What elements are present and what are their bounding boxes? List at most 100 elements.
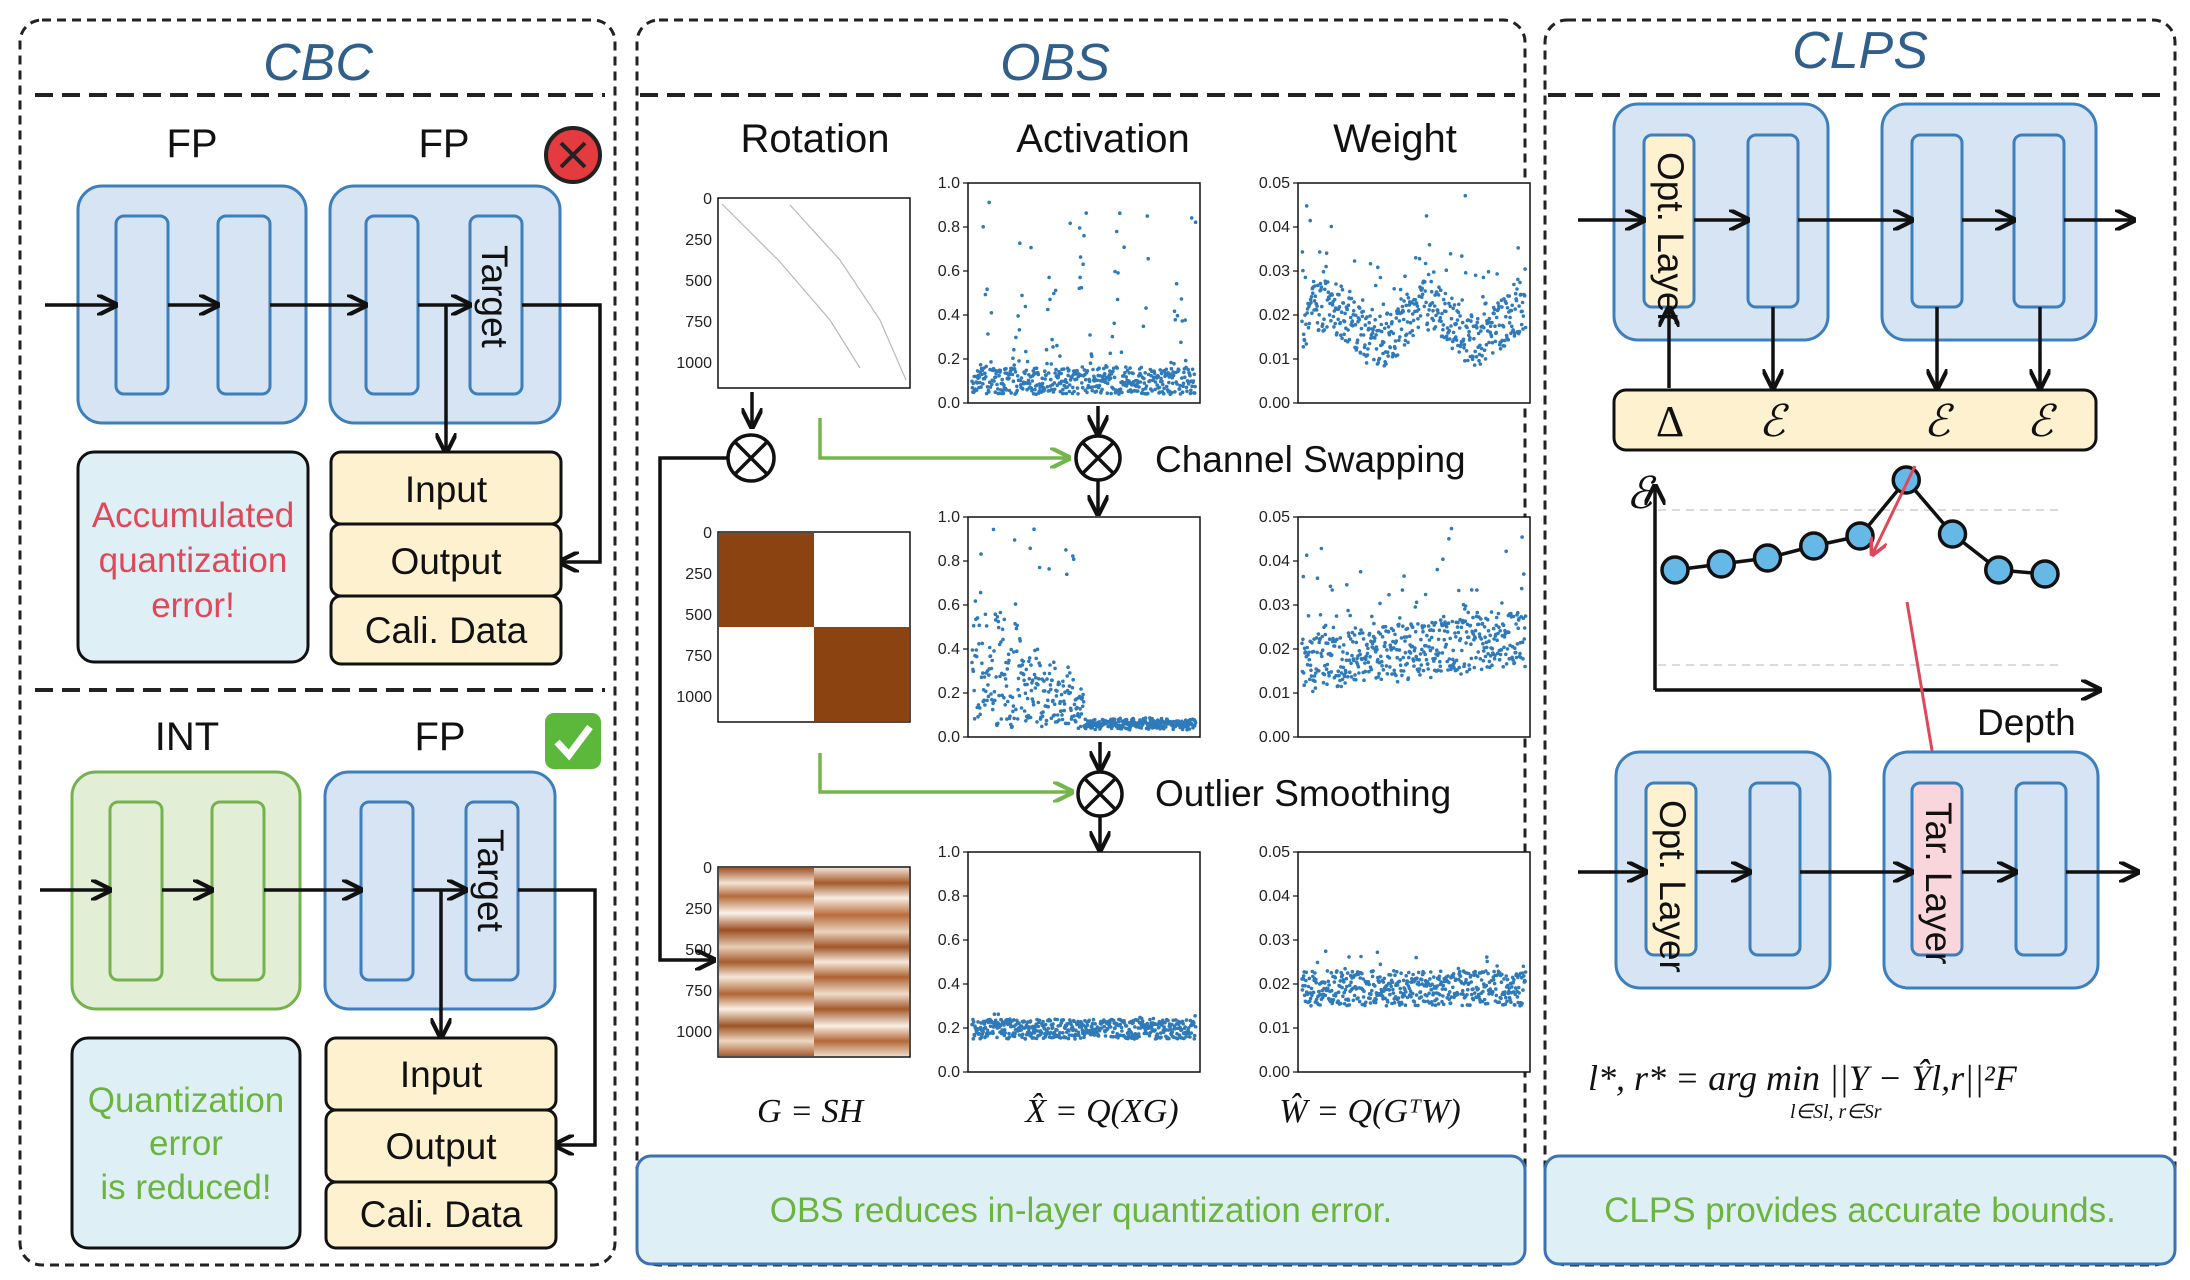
scatter-point (1411, 333, 1415, 338)
scatter-point (1424, 214, 1429, 218)
scatter-point (1140, 1019, 1145, 1023)
scatter-point (1504, 974, 1508, 978)
scatter-point (1340, 287, 1345, 292)
scatter-point (1372, 621, 1376, 626)
scatter-point (1058, 1036, 1063, 1040)
scatter-point (1345, 583, 1349, 587)
scatter-point (1414, 301, 1419, 305)
matrix-tick-label: 500 (685, 942, 712, 959)
scatter-point (1076, 392, 1080, 396)
scatter-point (1164, 725, 1168, 729)
clps-panel: CLPS Opt. Layer Δ ℰ ℰ ℰ ℰ Depth (1543, 18, 2177, 1267)
scatter-point (1385, 311, 1390, 316)
scatter-point (1516, 626, 1520, 630)
scatter-point (1378, 314, 1382, 319)
scatter-point (1109, 391, 1113, 396)
scatter-point (970, 648, 975, 652)
scatter-point (1405, 292, 1409, 297)
scatter-point (1512, 661, 1517, 665)
scatter-point (1327, 637, 1332, 641)
scatter-point (1425, 321, 1430, 326)
epsilon-symbol: ℰ (2027, 397, 2058, 446)
scatter-point (1444, 334, 1449, 339)
scatter-point (1325, 662, 1330, 667)
scatter-point (1335, 331, 1339, 335)
scatter-point (1439, 980, 1444, 985)
scatter-point (1440, 311, 1444, 316)
scatter-point (1308, 999, 1312, 1004)
scatter-point (1363, 343, 1367, 347)
scatter-point (1315, 321, 1320, 325)
scatter-point (1080, 365, 1085, 369)
scatter-point (1460, 988, 1465, 993)
scatter-point (1424, 644, 1428, 648)
cbc-top-message-line: error! (151, 586, 235, 625)
scatter-point (1329, 988, 1334, 993)
scatter-point (1352, 993, 1357, 998)
scatter-point (1477, 358, 1481, 363)
scatter-point (1332, 309, 1337, 313)
scatter-point (1479, 346, 1484, 351)
scatter-point (1507, 294, 1511, 298)
scatter-point (1423, 280, 1427, 284)
scatter-point (1159, 376, 1163, 381)
scatter-point (1029, 245, 1033, 250)
scatter-point (1035, 647, 1040, 652)
scatter-point (1152, 371, 1157, 376)
scatter-point (1161, 391, 1166, 396)
scatter-point (1040, 381, 1045, 386)
scatter-point (1413, 605, 1418, 609)
scatter-point (1497, 304, 1501, 308)
scatter-point (1316, 283, 1320, 288)
scatter-point (1438, 288, 1443, 293)
scatter-point (977, 623, 982, 628)
scatter-point (1363, 669, 1368, 674)
scatter-point (985, 1028, 990, 1033)
scatter-point (1037, 677, 1041, 681)
scatter-point (1515, 642, 1520, 646)
scatter-point (992, 649, 996, 653)
scatter-point (1069, 708, 1073, 713)
scatter-point (1336, 669, 1340, 673)
scatter-point (1482, 325, 1486, 330)
scatter-point (1427, 645, 1431, 649)
scatter-point (1000, 627, 1005, 632)
scatter-point (1502, 344, 1507, 348)
scatter-panel-activation-original: 0.00.20.40.60.81.0 (938, 175, 1201, 412)
scatter-point (1454, 658, 1459, 663)
scatter-point (1172, 361, 1176, 366)
scatter-point (1323, 981, 1327, 985)
scatter-point (1433, 656, 1437, 661)
scatter-point (1401, 669, 1406, 673)
matrix-tick-label: 750 (685, 314, 712, 331)
scatter-point (1057, 682, 1062, 686)
scatter-point (1469, 973, 1473, 978)
scatter-point (1347, 955, 1351, 959)
scatter-point (1458, 314, 1462, 318)
scatter-point (1413, 646, 1417, 650)
scatter-point (1019, 376, 1024, 380)
scatter-point (1492, 656, 1497, 661)
scatter-point (1389, 984, 1393, 989)
scatter-point (1488, 654, 1493, 658)
scatter-tick-label: 0.02 (1259, 641, 1290, 658)
scatter-point (1522, 293, 1527, 298)
scatter-point (1007, 376, 1011, 380)
scatter-point (1466, 610, 1471, 615)
scatter-point (1352, 259, 1357, 263)
scatter-point (1044, 373, 1048, 377)
scatter-point (1375, 647, 1379, 652)
scatter-point (1300, 988, 1305, 992)
cbc-top-output-label: Output (390, 541, 502, 582)
scatter-point (1459, 625, 1464, 630)
scatter-point (1423, 652, 1427, 657)
scatter-point (1018, 241, 1022, 245)
scatter-point (1192, 724, 1197, 728)
scatter-point (1494, 987, 1498, 991)
scatter-point (1480, 353, 1484, 358)
scatter-point (1410, 625, 1415, 630)
scatter-point (1393, 339, 1398, 343)
scatter-point (1093, 727, 1097, 732)
scatter-point (1330, 639, 1335, 644)
scatter-point (978, 590, 983, 595)
